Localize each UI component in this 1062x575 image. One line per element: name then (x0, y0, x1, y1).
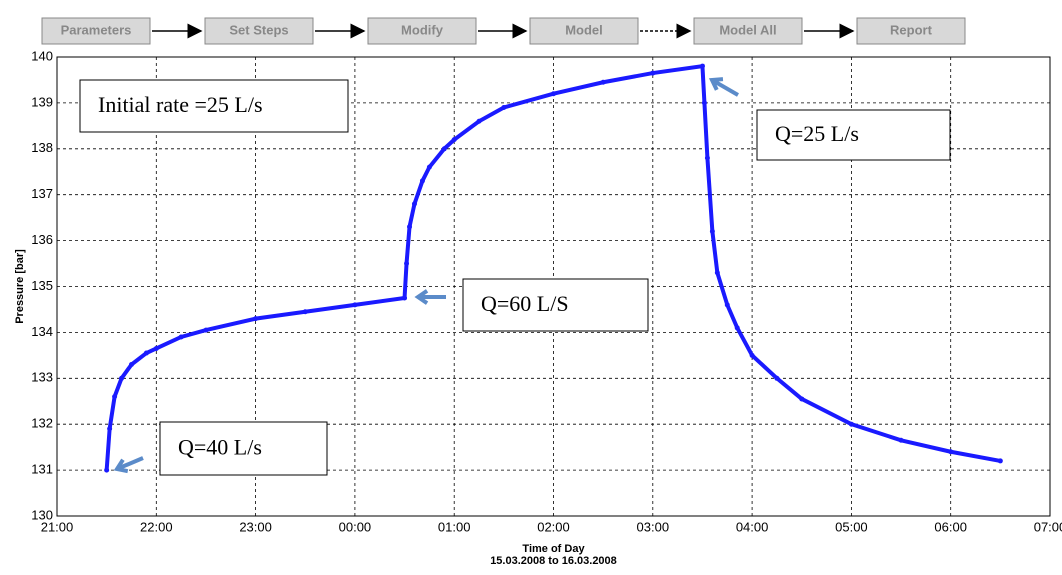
y-tick-label: 130 (31, 507, 53, 522)
data-point (411, 201, 417, 207)
y-tick-label: 138 (31, 140, 53, 155)
toolbar-button[interactable]: Model (529, 17, 639, 45)
data-point (714, 270, 720, 276)
data-point (119, 375, 125, 381)
data-point (104, 467, 110, 473)
annotation-arrow (116, 456, 144, 471)
data-point (352, 302, 358, 308)
toolbar-button[interactable]: Model All (693, 17, 803, 45)
annotation-box (462, 278, 649, 332)
button-label: Model All (719, 22, 776, 37)
button-label: Modify (401, 22, 444, 37)
toolbar-button[interactable]: Parameters (41, 17, 151, 45)
x-tick-label: 06:00 (934, 519, 967, 534)
y-tick-label: 140 (31, 48, 53, 63)
button-label: Model (565, 22, 603, 37)
button-face (856, 17, 966, 45)
data-point (302, 309, 308, 315)
button-label: Parameters (61, 22, 132, 37)
data-point (749, 352, 755, 358)
annotation-box (756, 109, 951, 161)
data-point (724, 302, 730, 308)
x-tick-label: 04:00 (736, 519, 769, 534)
data-point (997, 458, 1003, 464)
plot: 130 131 132 133 134 135 136 137 138 139 140 21:00 22… (14, 48, 1062, 566)
y-tick-label: 136 (31, 232, 53, 247)
y-tick-label: 139 (31, 94, 53, 109)
annotation-text: Q=25 L/s (775, 121, 859, 146)
data-point (407, 224, 413, 230)
y-tick-label: 137 (31, 186, 53, 201)
x-tick-label: 21:00 (41, 519, 74, 534)
button-face (693, 17, 803, 45)
data-point (404, 261, 410, 267)
data-point (419, 178, 425, 184)
data-point (112, 394, 118, 400)
annotation-text: Initial rate =25 L/s (98, 92, 263, 117)
x-axis-title: Time of Day (522, 543, 585, 555)
annotation-text: Q=60 L/S (481, 291, 569, 316)
data-point (701, 100, 707, 106)
data-point (600, 79, 606, 85)
data-point (441, 146, 447, 152)
button-face (367, 17, 477, 45)
button-face (529, 17, 639, 45)
y-tick-label: 135 (31, 278, 53, 293)
data-point (426, 164, 432, 170)
button-face (204, 17, 314, 45)
y-tick-label: 134 (31, 324, 53, 339)
data-point (253, 316, 259, 322)
toolbar-button[interactable]: Modify (367, 17, 477, 45)
x-axis-subtitle: 15.03.2008 to 16.03.2008 (490, 555, 617, 567)
data-point (107, 426, 113, 432)
data-point (848, 421, 854, 427)
x-tick-label: 23:00 (239, 519, 272, 534)
data-point (948, 449, 954, 455)
data-point (402, 295, 408, 301)
x-tick-label: 03:00 (637, 519, 670, 534)
data-point (709, 228, 715, 234)
data-point (203, 327, 209, 333)
button-label: Set Steps (229, 22, 288, 37)
data-point (799, 396, 805, 402)
toolbar: Parameters Set Steps Modify Model Model All R… (41, 17, 966, 45)
annotation-arrow-head (708, 77, 724, 91)
data-point (734, 325, 740, 331)
toolbar-button[interactable]: Set Steps (204, 17, 314, 45)
data-point (650, 70, 656, 76)
button-face (41, 17, 151, 45)
data-point (178, 334, 184, 340)
data-point (704, 155, 710, 161)
data-point (128, 362, 134, 368)
data-point (451, 137, 457, 143)
data-point (476, 118, 482, 124)
annotation-arrow-head (113, 458, 129, 474)
x-tick-label: 02:00 (537, 519, 570, 534)
data-point (501, 104, 507, 110)
data-point (774, 375, 780, 381)
y-tick-label: 133 (31, 370, 53, 385)
button-label: Report (890, 22, 933, 37)
y-tick-label: 131 (31, 462, 53, 477)
data-point (143, 350, 149, 356)
annotation-box (79, 79, 349, 133)
y-tick-label: 132 (31, 416, 53, 431)
annotation-arrow-head (414, 289, 429, 305)
annotation-arrow (711, 78, 739, 97)
x-tick-label: 07:00 (1034, 519, 1062, 534)
annotation-box (159, 421, 328, 476)
x-tick-label: 22:00 (140, 519, 173, 534)
data-point (153, 345, 159, 351)
data-point (699, 63, 705, 69)
data-point (898, 437, 904, 443)
x-tick-label: 05:00 (835, 519, 868, 534)
x-tick-label: 00:00 (339, 519, 372, 534)
data-point (551, 91, 556, 97)
annotation-text: Q=40 L/s (178, 435, 262, 460)
toolbar-button[interactable]: Report (856, 17, 966, 45)
x-tick-label: 01:00 (438, 519, 471, 534)
y-axis-title: Pressure [bar] (14, 249, 26, 324)
